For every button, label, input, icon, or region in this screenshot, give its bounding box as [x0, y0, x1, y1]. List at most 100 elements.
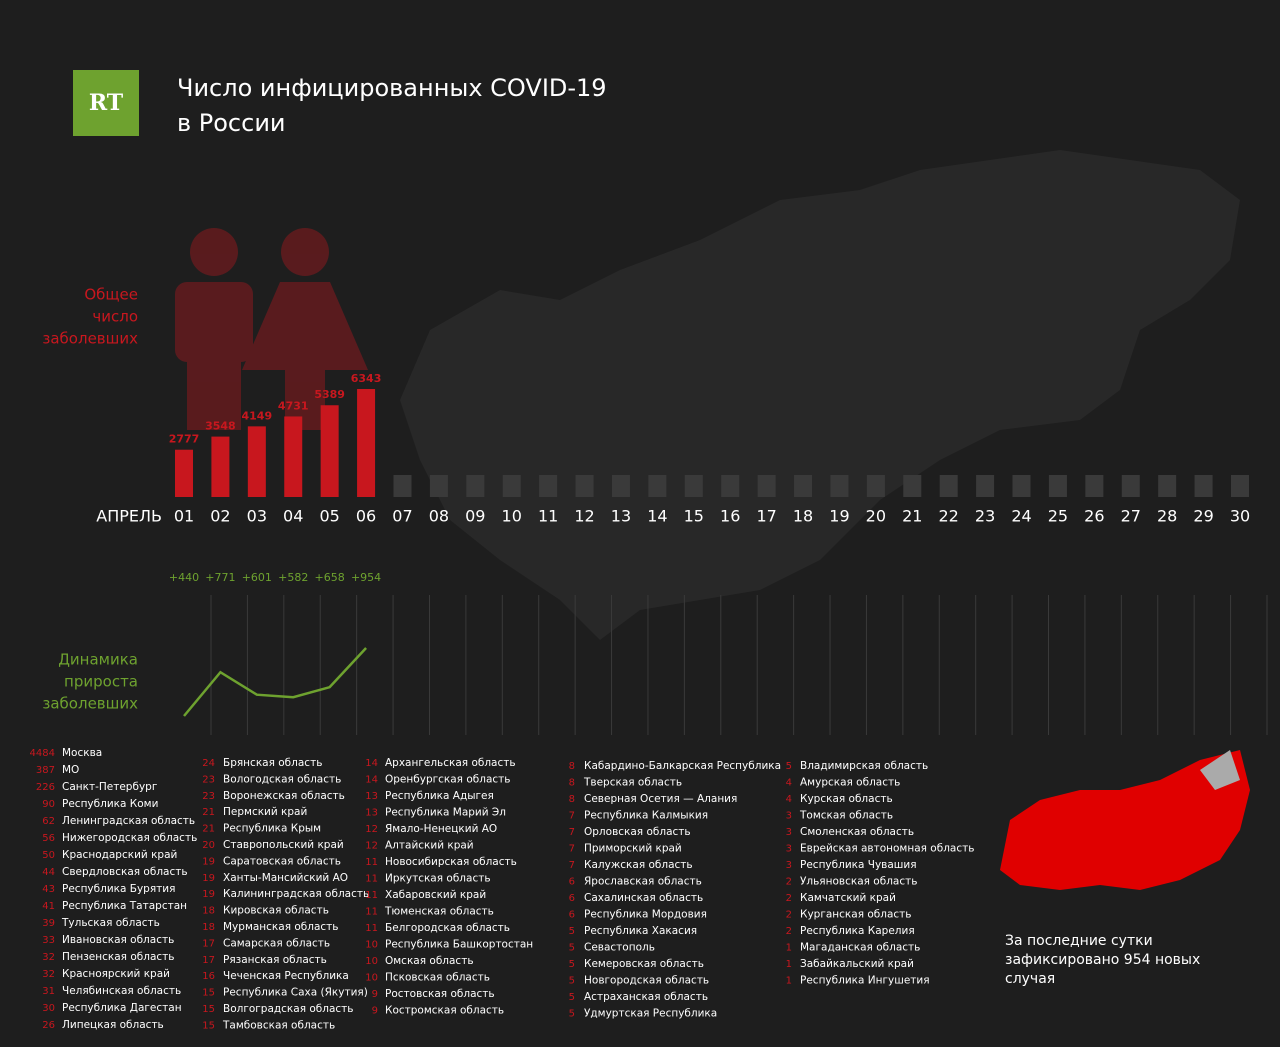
logo: RT [89, 90, 124, 116]
region-name: Северная Осетия — Алания [584, 793, 737, 805]
x-tick-label: 28 [1157, 507, 1177, 526]
region-count: 14 [365, 758, 378, 769]
region-name: Ленинградская область [62, 815, 195, 827]
empty-day [575, 475, 594, 497]
region-name: Новгородская область [584, 975, 709, 987]
map-background [400, 150, 1240, 640]
region-count: 3 [786, 844, 792, 855]
region-name: Тверская область [583, 777, 682, 789]
region-count: 3 [786, 827, 792, 838]
region-name: Новосибирская область [385, 856, 517, 868]
x-tick-label: 13 [611, 507, 631, 526]
x-tick-label: 06 [356, 507, 376, 526]
growth-label: +440 [169, 571, 199, 584]
region-name: Костромская область [385, 1005, 504, 1017]
logo-box [73, 70, 139, 136]
region-name: Тульская область [61, 917, 160, 929]
x-tick-label: 14 [647, 507, 667, 526]
empty-day [794, 475, 813, 497]
title: Число инфицированных COVID-19 [177, 74, 607, 102]
region-name: Ярославская область [584, 876, 702, 888]
x-tick-label: 07 [392, 507, 412, 526]
region-count: 12 [365, 824, 378, 835]
empty-day [757, 475, 776, 497]
region-name: Сахалинская область [584, 892, 703, 904]
growth-label: +601 [242, 571, 272, 584]
region-count: 2 [786, 910, 792, 921]
region-count: 24 [202, 758, 215, 769]
empty-day [721, 475, 740, 497]
region-name: Курганская область [800, 909, 911, 921]
region-count: 19 [202, 889, 215, 900]
region-count: 17 [202, 955, 215, 966]
region-count: 62 [42, 816, 55, 827]
region-count: 30 [42, 1003, 55, 1014]
region-name: Липецкая область [62, 1019, 164, 1031]
region-count: 20 [202, 840, 215, 851]
region-count: 4 [786, 794, 792, 805]
bar [175, 449, 193, 497]
x-tick-label: 30 [1230, 507, 1250, 526]
region-name: Республика Хакасия [584, 925, 697, 937]
region-count: 15 [202, 1020, 215, 1031]
x-tick-label: 27 [1121, 507, 1141, 526]
region-name: Магаданская область [800, 942, 920, 954]
region-count: 10 [365, 973, 378, 984]
region-name: Свердловская область [62, 866, 188, 878]
region-name: Еврейская автономная область [800, 843, 974, 855]
region-count: 8 [569, 778, 575, 789]
region-name: Республика Бурятия [62, 883, 175, 895]
empty-day [976, 475, 995, 497]
region-count: 43 [42, 884, 55, 895]
region-count: 9 [372, 1006, 378, 1017]
region-count: 6 [569, 910, 575, 921]
region-count: 31 [42, 986, 55, 997]
empty-day [1048, 475, 1067, 497]
region-name: Самарская область [223, 937, 330, 949]
region-count: 387 [36, 765, 55, 776]
x-tick-label: 17 [756, 507, 776, 526]
empty-day [1231, 475, 1249, 497]
bar-value-label: 4731 [278, 399, 309, 412]
region-count: 5 [569, 1009, 575, 1020]
x-tick-label: 26 [1084, 507, 1104, 526]
x-tick-label: 15 [684, 507, 704, 526]
region-name: Республика Татарстан [62, 900, 187, 912]
bar [211, 436, 230, 497]
x-axis-label: АПРЕЛЬ [96, 507, 162, 526]
bar [320, 405, 339, 497]
region-count: 7 [569, 844, 575, 855]
bar [357, 389, 376, 497]
empty-day [866, 475, 885, 497]
empty-day [903, 475, 922, 497]
region-name: Красноярский край [62, 968, 170, 980]
region-count: 26 [42, 1020, 55, 1031]
region-count: 21 [202, 824, 215, 835]
people-icons [175, 228, 368, 430]
bar-value-label: 3548 [205, 420, 236, 433]
region-name: Москва [62, 747, 102, 759]
empty-day [1121, 475, 1140, 497]
region-name: Калужская область [584, 859, 693, 871]
region-name: Вологодская область [223, 773, 341, 785]
region-name: Ставропольский край [223, 839, 344, 851]
region-name: Удмуртская Республика [584, 1008, 717, 1020]
region-name: Республика Коми [62, 798, 158, 810]
region-count: 19 [202, 873, 215, 884]
region-count: 14 [365, 775, 378, 786]
empty-day [429, 475, 448, 497]
x-tick-label: 04 [283, 507, 303, 526]
empty-day [1085, 475, 1104, 497]
region-name: Камчатский край [800, 892, 896, 904]
empty-day [684, 475, 703, 497]
region-name: Республика Чувашия [800, 859, 917, 871]
region-name: Пермский край [223, 806, 307, 818]
x-tick-label: 09 [465, 507, 485, 526]
region-count: 11 [365, 923, 378, 934]
region-name: Белгородская область [385, 922, 510, 934]
growth-line [183, 647, 367, 717]
line-chart-title: заболевших [42, 695, 138, 713]
empty-day [830, 475, 849, 497]
region-count: 12 [365, 841, 378, 852]
region-name: Кемеровская область [584, 958, 704, 970]
